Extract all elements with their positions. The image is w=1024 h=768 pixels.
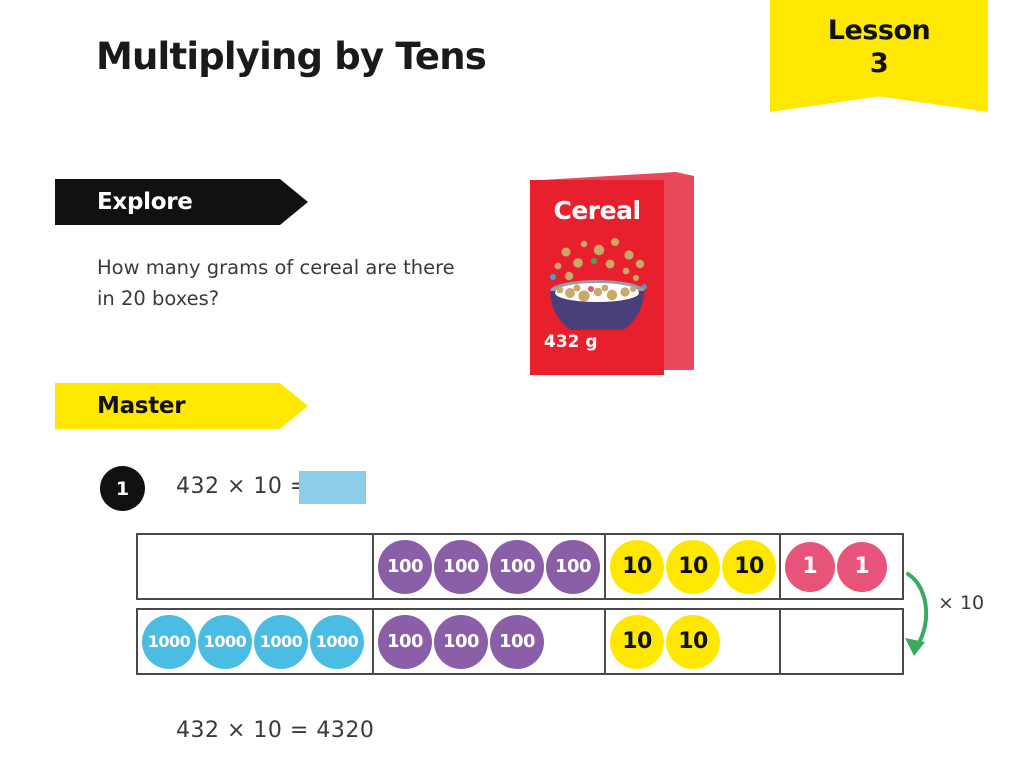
pv-cell-tens-before[interactable]: 10 10 10 — [606, 535, 781, 598]
cereal-bowl-graphic — [550, 238, 647, 330]
counter-1000[interactable]: 1000 — [198, 614, 252, 669]
counter-100[interactable]: 100 — [546, 539, 600, 594]
pv-cell-hundreds-before[interactable]: 100 100 100 100 — [374, 535, 606, 598]
pv-cell-ones-after[interactable] — [781, 610, 901, 673]
explore-question-text: How many grams of cereal are there in 20… — [97, 256, 455, 310]
page-title: Multiplying by Tens — [96, 35, 487, 78]
pv-cell-hundreds-after[interactable]: 100 100 100 — [374, 610, 606, 673]
counter-100[interactable]: 100 — [490, 614, 544, 669]
multiply-by-ten-label: × 10 — [938, 592, 985, 614]
explore-banner-label: Explore — [97, 189, 193, 215]
cereal-box-weight-text: 432 g — [544, 332, 598, 352]
lesson-banner-number: 3 — [869, 48, 889, 79]
lesson-banner-label: Lesson — [827, 15, 931, 46]
counter-1000[interactable]: 1000 — [310, 614, 364, 669]
counter-1[interactable]: 1 — [785, 541, 835, 592]
counter-100[interactable]: 100 — [490, 539, 544, 594]
multiply-by-ten-arrow-icon — [905, 572, 928, 656]
counter-1000[interactable]: 1000 — [254, 614, 308, 669]
answer-input-box[interactable] — [299, 471, 366, 504]
counter-100[interactable]: 100 — [434, 539, 488, 594]
counter-1000[interactable]: 1000 — [142, 614, 196, 669]
counter-100[interactable]: 100 — [434, 614, 488, 669]
question-number-badge: 1 — [100, 466, 145, 511]
pv-cell-tens-after[interactable]: 10 10 — [606, 610, 781, 673]
counter-10[interactable]: 10 — [666, 614, 720, 669]
lesson-banner: Lesson 3 — [770, 0, 988, 112]
counter-1[interactable]: 1 — [837, 541, 887, 592]
counter-100[interactable]: 100 — [378, 614, 432, 669]
pv-cell-thousands-after[interactable]: 1000 1000 1000 1000 — [138, 610, 374, 673]
explore-section-banner: Explore — [55, 179, 308, 225]
final-answer-text: 432 × 10 = 4320 — [176, 718, 375, 743]
counter-100[interactable]: 100 — [378, 539, 432, 594]
counter-10[interactable]: 10 — [666, 539, 720, 594]
place-value-row-after: 1000 1000 1000 1000 100 100 100 10 10 — [136, 608, 904, 675]
pv-cell-thousands-before[interactable] — [138, 535, 374, 598]
counter-10[interactable]: 10 — [722, 539, 776, 594]
cereal-box-illustration: Cereal — [530, 172, 694, 377]
cereal-box-brand-text: Cereal — [553, 196, 641, 225]
master-banner-label: Master — [97, 393, 186, 419]
counter-10[interactable]: 10 — [610, 614, 664, 669]
master-section-banner: Master — [55, 383, 308, 429]
question-expression: 432 × 10 = — [176, 474, 309, 499]
counter-10[interactable]: 10 — [610, 539, 664, 594]
